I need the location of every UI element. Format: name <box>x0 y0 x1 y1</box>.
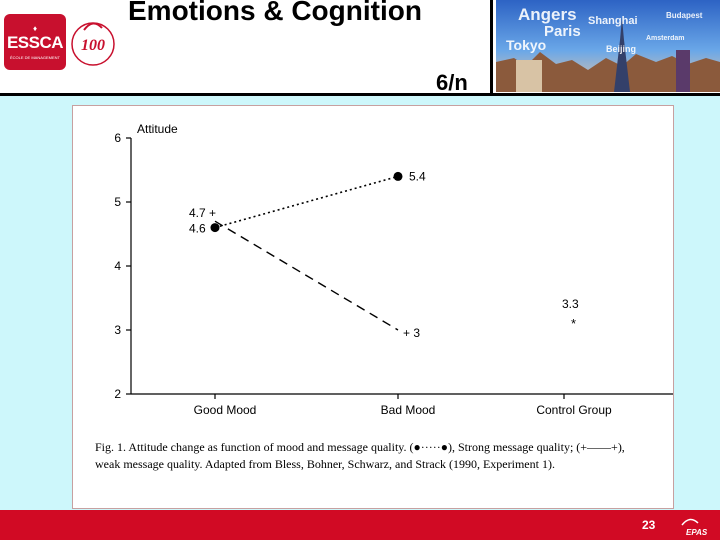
header-rule <box>0 93 720 96</box>
y-tick-label: 2 <box>114 387 121 401</box>
banner-city-word: Budapest <box>666 11 703 20</box>
y-tick-label: 6 <box>114 131 121 145</box>
x-tick-label: Bad Mood <box>381 403 436 417</box>
epas-swoosh-icon <box>681 518 699 526</box>
control-group-value-label: 3.3 <box>562 297 579 311</box>
strong-good-mood-label: 4.6 <box>189 222 206 236</box>
weak-quality-line <box>214 220 399 331</box>
y-tick-label: 4 <box>114 259 121 273</box>
banner-city-word: Amsterdam <box>646 35 685 42</box>
attitude-line-chart: Attitude 2 3 4 5 6 Good Mood Bad Mood Control Gr… <box>114 122 673 417</box>
essca-logo: ♦ ESSCA ÉCOLE DE MANAGEMENT <box>4 14 66 70</box>
anniversary-logo: 100 <box>71 22 115 66</box>
figure-panel: Attitude 2 3 4 5 6 Good Mood Bad Mood Control Gr… <box>72 105 674 509</box>
essca-logo-subtext: ÉCOLE DE MANAGEMENT <box>9 54 60 60</box>
banner-city-word: Tokyo <box>506 37 546 53</box>
banner-city-word: Angers <box>518 5 577 24</box>
weak-good-mood-label: 4.7 + <box>189 206 216 220</box>
header-divider <box>490 0 493 94</box>
banner-city-word: Beijing <box>606 44 636 54</box>
epas-logo-text: EPAS <box>686 528 708 537</box>
cities-banner: Angers Shanghai Paris Budapest Tokyo Beijing A… <box>496 0 720 92</box>
y-tick-label: 5 <box>114 195 121 209</box>
slide-header: ♦ ESSCA ÉCOLE DE MANAGEMENT 100 Emotions… <box>0 0 720 96</box>
weak-bad-mood-label: + 3 <box>403 326 420 340</box>
y-tick-label: 3 <box>114 323 121 337</box>
strong-quality-point <box>393 171 403 181</box>
strong-quality-line <box>214 175 399 229</box>
slide-title: Emotions & Cognition <box>128 0 422 26</box>
figure-caption: Fig. 1. Attitude change as function of m… <box>95 440 625 471</box>
control-group-point: * <box>571 316 576 331</box>
banner-city-word: Paris <box>544 23 581 40</box>
y-axis-label: Attitude <box>137 122 178 136</box>
x-tick-label: Control Group <box>536 403 612 417</box>
slide-number: 23 <box>642 518 656 532</box>
essca-logo-text: ESSCA <box>6 32 64 52</box>
torch-icon: ♦ <box>32 23 38 33</box>
slide-footer: 23 EPAS <box>0 510 720 540</box>
strong-bad-mood-label: 5.4 <box>409 169 426 183</box>
page-indicator: 6/n <box>436 70 468 95</box>
strong-quality-point <box>210 223 220 233</box>
epas-logo: EPAS <box>681 518 708 537</box>
anniversary-text: 100 <box>81 37 105 54</box>
x-tick-label: Good Mood <box>194 403 257 417</box>
banner-city-word: Shanghai <box>588 15 638 27</box>
